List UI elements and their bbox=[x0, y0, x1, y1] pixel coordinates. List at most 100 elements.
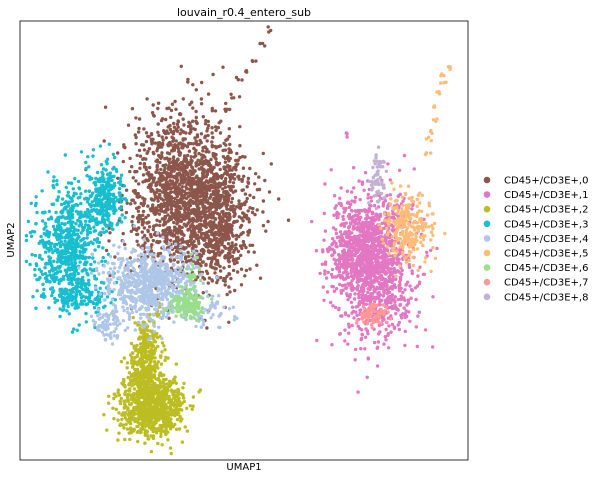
data-point bbox=[149, 402, 153, 406]
data-point bbox=[407, 310, 411, 314]
data-point bbox=[371, 216, 375, 220]
data-point bbox=[187, 254, 191, 259]
data-point bbox=[135, 153, 139, 158]
data-point bbox=[352, 297, 357, 301]
data-point bbox=[182, 222, 186, 226]
data-point bbox=[217, 161, 222, 166]
data-point bbox=[415, 284, 420, 288]
data-point bbox=[200, 186, 205, 190]
data-point bbox=[228, 142, 232, 147]
data-point bbox=[364, 302, 368, 306]
data-point bbox=[132, 405, 136, 410]
data-point bbox=[177, 190, 181, 194]
data-point bbox=[209, 265, 213, 269]
data-point bbox=[186, 77, 190, 82]
data-point bbox=[228, 187, 232, 192]
data-point bbox=[172, 228, 176, 233]
data-point bbox=[146, 388, 151, 392]
data-point bbox=[377, 275, 382, 279]
data-point bbox=[182, 217, 186, 221]
data-point bbox=[207, 150, 211, 154]
data-point bbox=[386, 346, 391, 350]
data-point bbox=[323, 229, 328, 233]
data-point bbox=[192, 207, 196, 212]
data-point bbox=[377, 323, 382, 328]
data-point bbox=[347, 225, 351, 230]
data-point bbox=[414, 325, 418, 329]
data-point bbox=[342, 223, 346, 227]
data-point bbox=[136, 429, 141, 433]
data-point bbox=[128, 427, 132, 431]
data-point bbox=[177, 224, 182, 228]
data-point bbox=[213, 256, 217, 260]
data-point bbox=[180, 225, 184, 230]
data-point bbox=[168, 384, 172, 388]
data-point bbox=[177, 404, 182, 408]
data-point bbox=[179, 392, 183, 396]
data-point bbox=[105, 428, 109, 432]
data-point bbox=[210, 106, 214, 111]
data-point bbox=[214, 172, 219, 176]
data-point bbox=[155, 149, 159, 153]
data-point bbox=[366, 196, 370, 200]
data-point bbox=[167, 152, 172, 156]
data-point bbox=[215, 280, 219, 285]
data-point bbox=[177, 171, 182, 175]
series-3-points bbox=[24, 142, 129, 334]
data-point bbox=[403, 315, 407, 320]
data-point bbox=[151, 103, 155, 107]
data-point bbox=[185, 212, 190, 216]
data-point bbox=[129, 430, 133, 434]
data-point bbox=[156, 101, 161, 105]
data-point bbox=[411, 202, 415, 207]
data-point bbox=[206, 169, 211, 173]
data-point bbox=[175, 412, 179, 417]
data-point bbox=[203, 122, 208, 126]
data-point bbox=[134, 142, 138, 146]
data-point bbox=[129, 202, 133, 206]
data-point bbox=[228, 223, 232, 227]
data-point bbox=[121, 377, 126, 382]
data-point bbox=[141, 359, 146, 363]
data-point bbox=[160, 209, 164, 213]
data-point bbox=[156, 199, 160, 203]
data-point bbox=[117, 393, 122, 397]
data-point bbox=[199, 218, 203, 223]
data-point bbox=[218, 144, 222, 148]
data-point bbox=[194, 88, 198, 92]
data-point bbox=[158, 251, 163, 256]
data-point bbox=[230, 96, 234, 100]
data-point bbox=[363, 230, 367, 234]
data-point bbox=[205, 326, 209, 330]
data-point bbox=[187, 149, 192, 153]
data-point bbox=[237, 215, 241, 219]
data-point bbox=[337, 262, 341, 266]
data-point bbox=[150, 424, 154, 429]
data-point bbox=[201, 181, 205, 185]
data-point bbox=[253, 182, 257, 186]
data-point bbox=[181, 170, 186, 174]
data-point bbox=[232, 172, 237, 177]
data-point bbox=[158, 371, 162, 375]
data-point bbox=[229, 173, 233, 177]
data-point bbox=[201, 291, 205, 295]
data-point bbox=[235, 270, 240, 274]
data-point bbox=[370, 283, 374, 287]
data-point bbox=[355, 280, 360, 284]
data-point bbox=[182, 176, 186, 181]
data-point bbox=[168, 412, 172, 417]
chart-title: louvain_r0.4_entero_sub bbox=[177, 6, 311, 19]
data-point bbox=[215, 259, 219, 263]
data-point bbox=[345, 264, 349, 269]
data-point bbox=[116, 176, 120, 180]
data-point bbox=[181, 146, 185, 150]
data-point bbox=[173, 196, 177, 201]
data-point bbox=[366, 192, 370, 197]
data-point bbox=[195, 219, 199, 223]
data-point bbox=[179, 195, 184, 200]
data-point bbox=[166, 125, 170, 129]
data-point bbox=[123, 392, 127, 396]
data-point bbox=[166, 144, 171, 148]
data-point bbox=[220, 210, 224, 214]
data-point bbox=[198, 194, 203, 199]
